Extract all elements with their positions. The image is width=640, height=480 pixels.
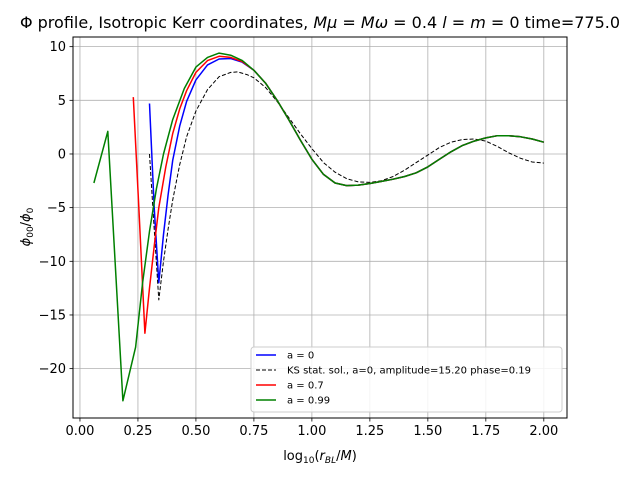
y-tick-label: 5 <box>58 94 66 109</box>
series-line-1 <box>149 71 544 301</box>
legend-label-3: a = 0.99 <box>287 396 330 407</box>
y-tick-label: 10 <box>49 40 66 55</box>
x-tick-label: 1.25 <box>355 424 384 439</box>
y-tick-label: −10 <box>39 255 66 270</box>
y-tick-label: −15 <box>39 308 66 323</box>
legend-box <box>250 346 563 413</box>
x-tick-label: 1.75 <box>471 424 500 439</box>
x-tick-label: 0.75 <box>239 424 268 439</box>
legend-label-2: a = 0.7 <box>287 381 324 392</box>
plot-frame <box>72 36 568 419</box>
chart-title: Φ profile, Isotropic Kerr coordinates, M… <box>20 13 620 32</box>
x-tick-label: 1.00 <box>297 424 326 439</box>
series-layer <box>93 52 544 402</box>
x-tick-label: 1.50 <box>413 424 442 439</box>
x-tick-label: 0.25 <box>123 424 152 439</box>
series-line-3 <box>93 52 544 402</box>
axis-ticks: 0.00 0.25 0.50 0.75 1.00 1.25 1.50 1.75 2.00 10 5 0… <box>39 40 559 439</box>
legend-label-1: KS stat. sol., a=0, amplitude=15.20 phas… <box>287 366 531 377</box>
legend: a = 0 KS stat. sol., a=0, amplitude=15.20… <box>250 346 563 413</box>
y-tick-label: 0 <box>58 147 66 162</box>
x-axis-label: log10(rBL/M) <box>283 449 357 466</box>
grid-lines <box>73 37 567 418</box>
y-tick-label: −20 <box>39 362 66 377</box>
y-tick-label: −5 <box>47 201 66 216</box>
x-tick-label: 0.50 <box>181 424 210 439</box>
y-axis-label: ϕ00/ϕ0 <box>19 207 36 246</box>
legend-label-0: a = 0 <box>287 351 314 362</box>
x-tick-label: 0.00 <box>65 424 94 439</box>
x-tick-label: 2.00 <box>529 424 558 439</box>
